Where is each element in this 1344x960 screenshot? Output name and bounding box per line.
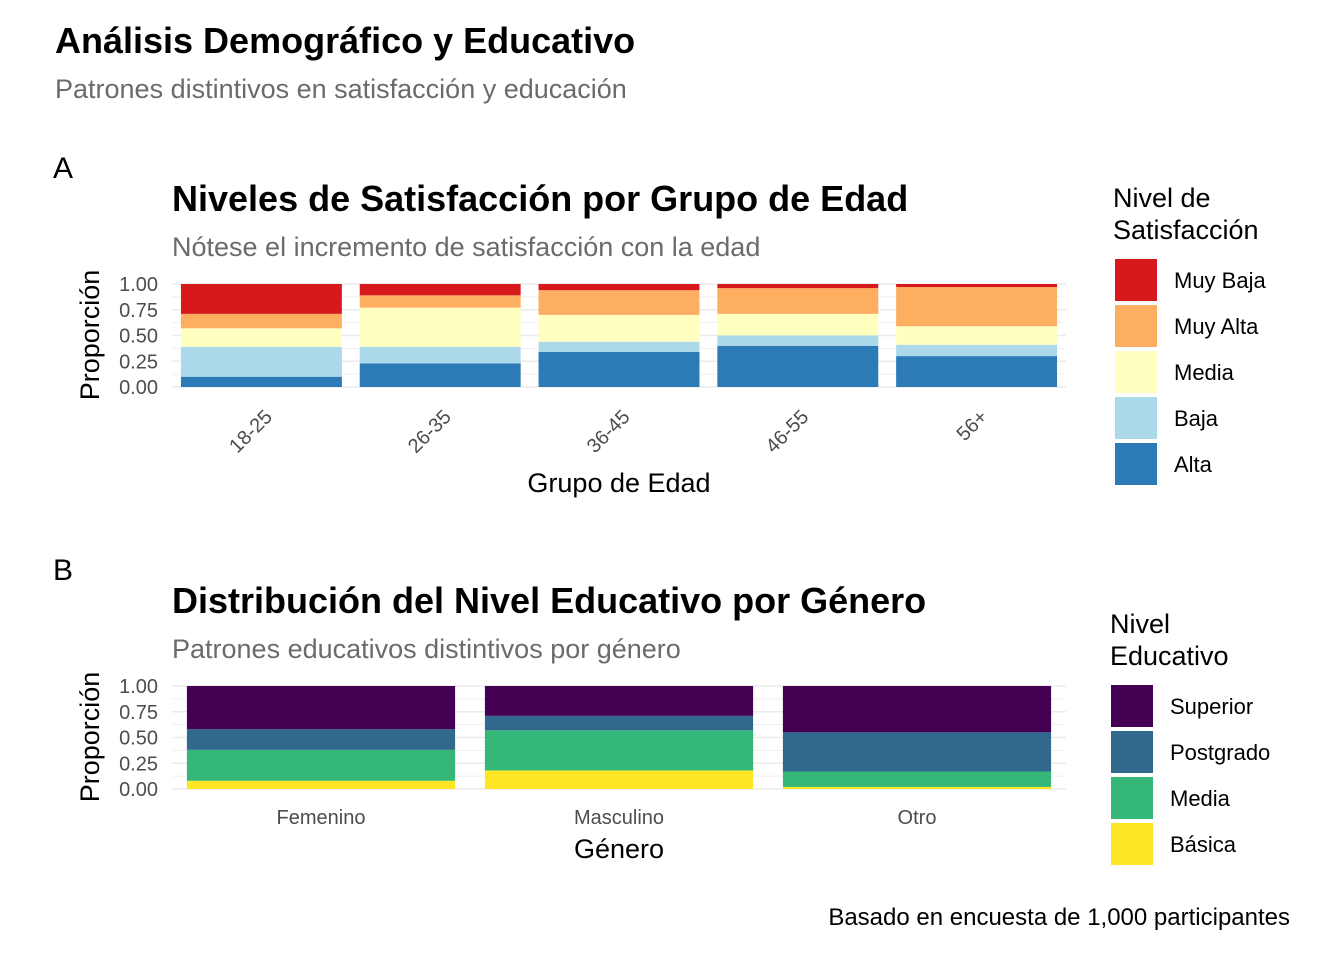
bar-segment [484, 770, 754, 789]
bar-segment [538, 290, 700, 315]
panel-b-subtitle: Patrones educativos distintivos por géne… [172, 634, 681, 664]
legend-label: Media [1170, 786, 1231, 811]
bar-segment [484, 715, 754, 731]
bar-segment [538, 351, 700, 387]
legend-label: Baja [1174, 406, 1219, 431]
bar-segment [359, 307, 521, 347]
y-tick-label: 0.75 [119, 300, 158, 322]
legend-key [1111, 731, 1153, 773]
legend-key [1111, 777, 1153, 819]
y-tick-label: 0.50 [119, 728, 158, 750]
legend-key [1115, 443, 1157, 485]
bar-segment [782, 771, 1052, 787]
x-tick-label: 36-45 [583, 406, 635, 458]
x-tick-label: Femenino [277, 807, 366, 829]
bar-segment [359, 346, 521, 364]
bar-segment [896, 344, 1058, 357]
bar-segment [180, 376, 342, 387]
bar-segment [180, 284, 342, 314]
panel-a: A Niveles de Satisfacción por Grupo de E… [53, 152, 1266, 498]
panel-b-tag: B [53, 554, 73, 587]
panel-a-tag: A [53, 152, 73, 185]
bar-segment [186, 780, 456, 789]
bar-segment [484, 730, 754, 771]
panel-a-ylabel: Proporción [75, 270, 105, 401]
panel-b-legend-title: Nivel Educativo [1110, 609, 1229, 671]
panel-b-title: Distribución del Nivel Educativo por Gén… [172, 580, 926, 621]
y-tick-label: 1.00 [119, 274, 158, 296]
bar-segment [782, 786, 1052, 789]
legend-label: Postgrado [1170, 740, 1270, 765]
bar-segment [538, 314, 700, 342]
panel-a-title: Niveles de Satisfacción por Grupo de Eda… [172, 178, 908, 219]
x-tick-label: Masculino [574, 807, 664, 829]
x-tick-label: 56+ [953, 406, 993, 446]
y-tick-label: 0.75 [119, 702, 158, 724]
bar-segment [717, 335, 879, 346]
bar-segment [359, 295, 521, 308]
panel-b-legend: Nivel Educativo Superior Postgrado Media Bá… [1110, 609, 1270, 865]
x-tick-label: 26-35 [404, 406, 456, 458]
page-title: Análisis Demográfico y Educativo [55, 20, 636, 61]
panel-a-plot: 0.00 0.25 0.50 0.75 1.00 18-25 26-35 36-45 46-55… [119, 274, 1066, 458]
bar-segment [717, 345, 879, 387]
page-subtitle: Patrones distintivos en satisfacción y e… [55, 74, 627, 104]
x-tick-label: 18-25 [225, 406, 277, 458]
bar-segment [782, 686, 1052, 733]
legend-label: Alta [1174, 452, 1213, 477]
legend-key [1111, 685, 1153, 727]
panel-b-plot: 0.00 0.25 0.50 0.75 1.00 Femenino Masculino Otr… [119, 676, 1066, 829]
bar-segment [359, 363, 521, 387]
bar-segment [186, 729, 456, 750]
y-tick-label: 0.00 [119, 779, 158, 801]
x-tick-label: Otro [898, 807, 937, 829]
legend-key [1111, 823, 1153, 865]
x-tick-label: 46-55 [762, 406, 814, 458]
legend-label: Superior [1170, 694, 1253, 719]
legend-key [1115, 259, 1157, 301]
bar-segment [186, 686, 456, 730]
y-tick-label: 0.25 [119, 753, 158, 775]
legend-label: Muy Alta [1174, 314, 1259, 339]
bar-segment [896, 326, 1058, 345]
bar-segment [484, 686, 754, 716]
bar-segment [180, 313, 342, 329]
panel-a-legend: Nivel de Satisfacción Muy Baja Muy Alta Me… [1113, 183, 1266, 485]
y-tick-label: 0.00 [119, 377, 158, 399]
legend-label: Muy Baja [1174, 268, 1266, 293]
legend-label: Media [1174, 360, 1235, 385]
y-tick-label: 0.25 [119, 351, 158, 373]
y-tick-label: 1.00 [119, 676, 158, 698]
legend-key [1115, 397, 1157, 439]
bar-segment [359, 284, 521, 296]
legend-key [1115, 351, 1157, 393]
legend-key [1115, 305, 1157, 347]
bar-segment [717, 284, 879, 289]
bar-segment [896, 284, 1058, 288]
panel-a-legend-title: Nivel de Satisfacción [1113, 183, 1259, 245]
bar-segment [717, 288, 879, 314]
bar-segment [782, 732, 1052, 772]
legend-label: Básica [1170, 832, 1237, 857]
bar-segment [180, 346, 342, 377]
bar-segment [896, 356, 1058, 387]
bar-segment [717, 313, 879, 336]
panel-b-xlabel: Género [574, 834, 664, 864]
bar-segment [538, 341, 700, 352]
bar-segment [180, 328, 342, 347]
y-tick-label: 0.50 [119, 326, 158, 348]
caption: Basado en encuesta de 1,000 participante… [828, 904, 1290, 931]
panel-b: B Distribución del Nivel Educativo por G… [53, 554, 1270, 865]
panel-a-xlabel: Grupo de Edad [527, 468, 710, 498]
bar-segment [896, 287, 1058, 327]
panel-a-subtitle: Nótese el incremento de satisfacción con… [172, 232, 760, 262]
bar-segment [186, 749, 456, 781]
bar-segment [538, 284, 700, 291]
panel-b-ylabel: Proporción [75, 672, 105, 803]
